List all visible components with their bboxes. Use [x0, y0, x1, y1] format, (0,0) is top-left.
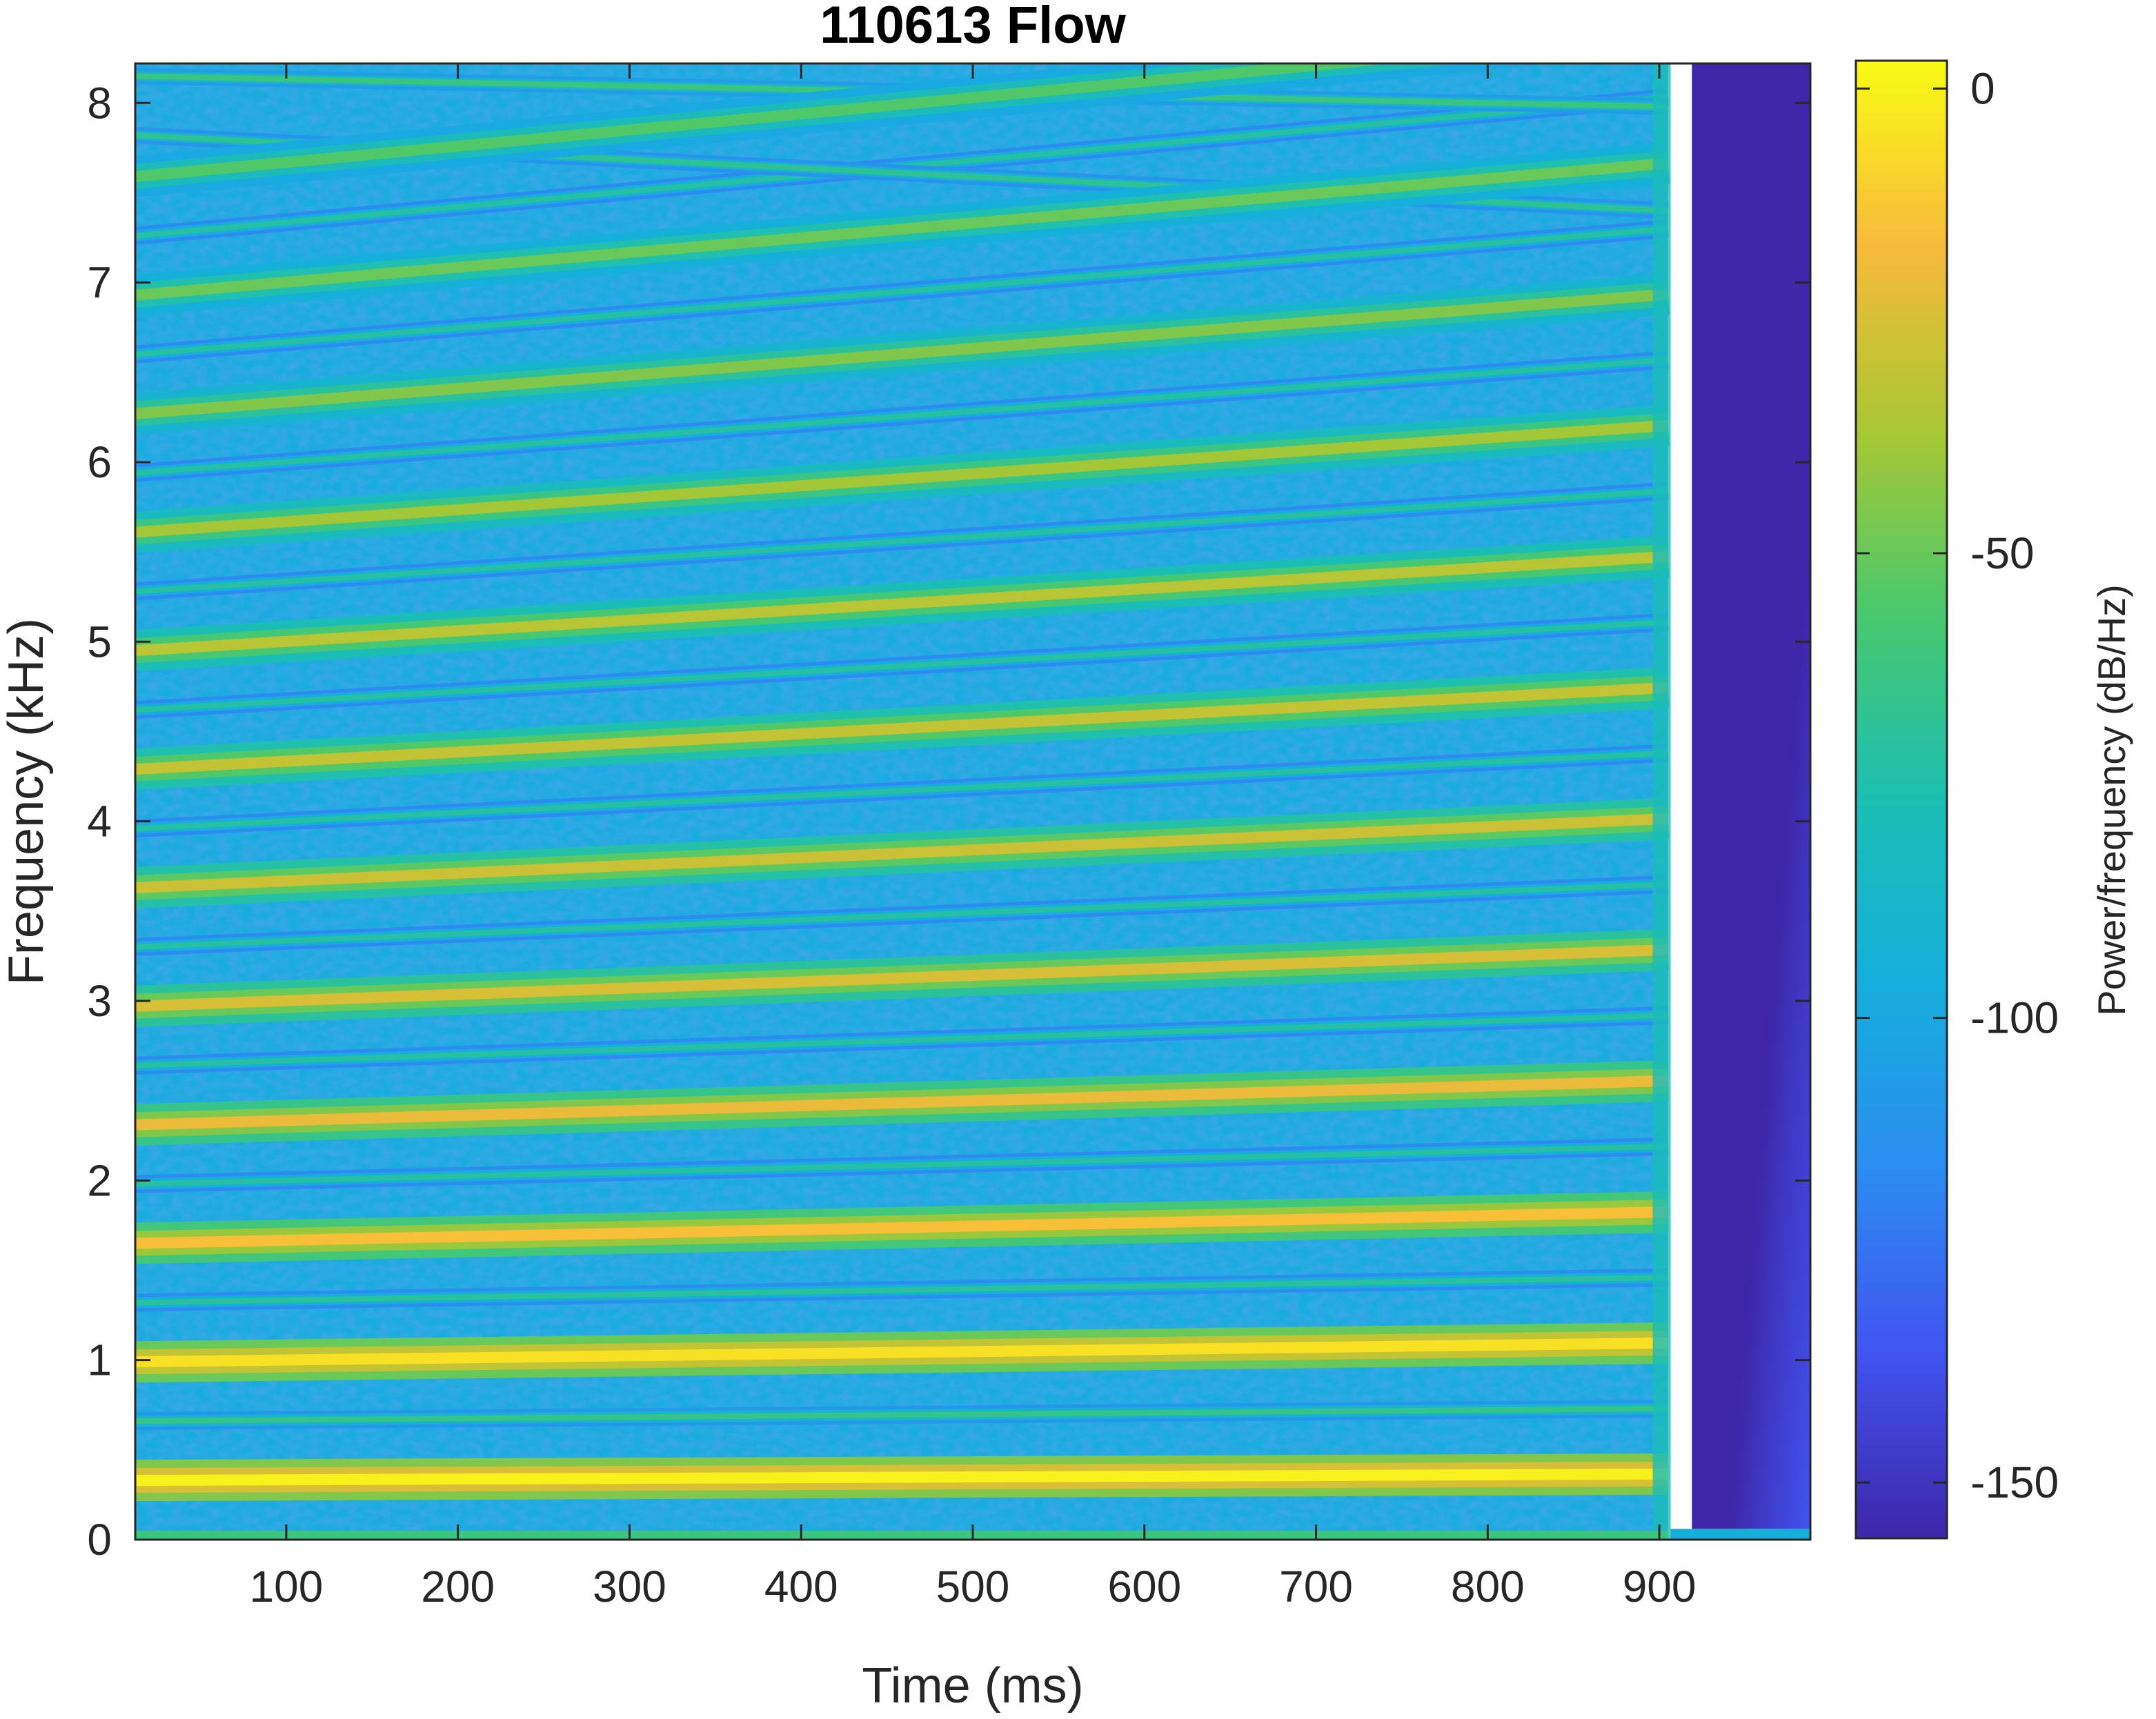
even-harmonic-line-2 [135, 1405, 1668, 1424]
harmonic-line-15 [135, 550, 1669, 657]
colorbar-tick-label: -150 [1970, 1458, 2059, 1507]
x-tick-label: 600 [1107, 1562, 1181, 1611]
x-axis-title: Time (ms) [862, 1658, 1083, 1713]
x-tick-label: 700 [1279, 1562, 1353, 1611]
y-tick-label: 8 [87, 78, 112, 128]
harmonic-lines [135, 63, 1671, 1540]
harmonic-line-5 [135, 1206, 1668, 1249]
offset-column [1652, 63, 1671, 1540]
x-tick-label: 500 [936, 1562, 1010, 1611]
x-tick-label: 900 [1623, 1562, 1697, 1611]
x-tick-label: 100 [250, 1562, 324, 1611]
x-tick-label: 200 [421, 1562, 495, 1611]
even-harmonic-line-8 [135, 1012, 1668, 1069]
colorbar-tick-label: -100 [1970, 993, 2059, 1043]
y-tick-label: 6 [87, 437, 112, 487]
even-harmonic-line-10 [135, 881, 1668, 950]
silence-region [1692, 63, 1810, 1529]
colorbar-tick-label: -50 [1970, 528, 2035, 578]
harmonic-line-23 [135, 63, 1394, 183]
harmonic-line-7 [135, 1075, 1668, 1131]
x-tick-label: 800 [1451, 1562, 1525, 1611]
colorbar [1855, 59, 1948, 1540]
dc-band [135, 1530, 1668, 1540]
harmonic-line-11 [135, 813, 1668, 893]
y-tick-label: 2 [87, 1155, 112, 1205]
harmonic-line-13 [135, 682, 1668, 775]
even-harmonic-line-20 [135, 226, 1668, 357]
even-harmonic-line-4 [135, 1274, 1668, 1306]
x-tick-label: 400 [764, 1562, 838, 1611]
silence-floor [1670, 1529, 1810, 1540]
x-axis-ticks: 100 200 300 400 500 600 700 800 900 [250, 63, 1697, 1611]
harmonic-line-19 [135, 288, 1669, 419]
y-tick-label: 3 [87, 976, 112, 1026]
y-tick-label: 0 [87, 1515, 112, 1564]
harmonic-line-1 [135, 1468, 1668, 1487]
colorbar-tick-label: 0 [1970, 63, 1995, 113]
harmonic-line-21 [135, 157, 1669, 301]
colorbar-ticks: 0 -50 -100 -150 [1856, 63, 2059, 1507]
y-tick-label: 1 [87, 1335, 112, 1385]
y-axis-title: Frequency (kHz) [0, 618, 54, 985]
x-tick-label: 300 [593, 1562, 666, 1611]
y-axis-ticks: 0 1 2 3 4 5 6 7 8 [87, 78, 1810, 1564]
colorbar-title: Power/frequency (dB/Hz) [2090, 584, 2133, 1016]
harmonic-line-9 [135, 944, 1668, 1012]
harmonic-line-3 [135, 1337, 1668, 1368]
even-harmonic-line-18 [135, 357, 1668, 476]
even-harmonic-line-16 [135, 488, 1668, 595]
spectrogram-plot-area [135, 63, 1810, 1540]
y-tick-label: 5 [87, 617, 112, 666]
even-harmonic-line-6 [135, 1143, 1668, 1187]
even-harmonic-line-12 [135, 750, 1668, 832]
y-tick-label: 7 [87, 258, 112, 308]
chart-title: 110613 Flow [820, 0, 1126, 54]
even-harmonic-line-14 [135, 619, 1668, 713]
y-tick-label: 4 [87, 797, 112, 846]
harmonic-line-17 [135, 419, 1669, 538]
